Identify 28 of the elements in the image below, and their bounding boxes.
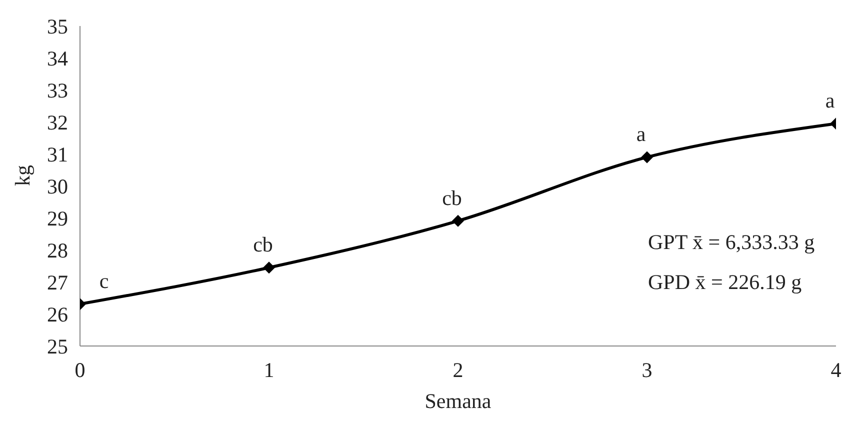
annotation: cb [442,186,462,210]
y-tick-label: 30 [47,174,68,198]
annotation: GPT x̄ = 6,333.33 g [648,230,815,255]
x-tick-label: 2 [452,358,464,382]
annotation: c [99,269,109,294]
point [263,262,275,274]
annotation: cb [253,232,273,257]
y-tick-label: 31 [47,142,68,166]
y-tick-label: 33 [47,78,68,102]
y-tick-label: 29 [47,206,68,230]
point [452,214,464,227]
y-axis-title: kg [10,164,34,186]
y-tick-label: 25 [47,334,68,358]
x-axis-title: Semana [424,389,492,413]
y-tick-label: 28 [47,238,68,262]
y-tick-label: 26 [47,302,68,326]
annotation: a [825,88,836,113]
y-tick-label: 35 [47,14,68,38]
y-tick-label: 34 [47,46,68,70]
x-tick-label: 0 [74,358,86,382]
y-tick-label: 32 [47,110,68,134]
x-tick-label: 4 [830,358,842,382]
annotation: GPD x̄ = 226.19 g [648,270,802,295]
x-tick-label: 3 [642,358,652,382]
point [641,151,653,164]
y-tick-label: 27 [47,270,68,294]
annotation: a [636,122,646,146]
x-tick-label: 1 [264,358,274,382]
